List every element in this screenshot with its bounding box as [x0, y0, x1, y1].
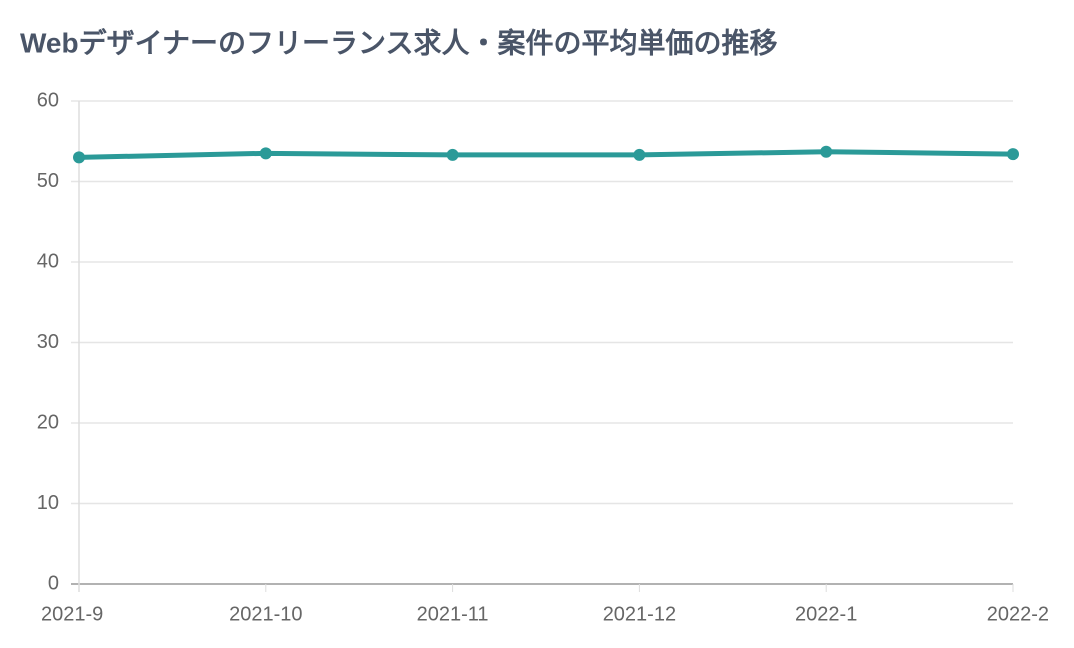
x-tick-label: 2022-1 — [795, 603, 857, 625]
y-tick-label: 20 — [37, 411, 59, 433]
point — [259, 147, 272, 160]
x-tick-label: 2022-2 — [987, 603, 1049, 625]
point — [1007, 148, 1019, 161]
x-tick-label: 2021-12 — [603, 603, 676, 625]
y-tick-label: 30 — [37, 331, 59, 353]
point — [633, 148, 646, 161]
point — [446, 148, 459, 161]
point — [73, 151, 85, 164]
x-tick-label: 2021-10 — [229, 603, 302, 625]
point — [820, 145, 833, 158]
y-tick-label: 50 — [37, 170, 59, 192]
x-tick-label: 2021-11 — [417, 603, 489, 625]
y-tick-label: 40 — [37, 250, 59, 272]
y-tick-label: 60 — [37, 89, 59, 111]
x-tick-label: 2021-9 — [41, 603, 103, 625]
chart-title: Webデザイナーのフリーランス求人・案件の平均単価の推移 — [20, 26, 777, 58]
y-tick-label: 10 — [37, 492, 59, 514]
y-tick-label: 0 — [48, 572, 59, 594]
line — [78, 149, 1014, 160]
